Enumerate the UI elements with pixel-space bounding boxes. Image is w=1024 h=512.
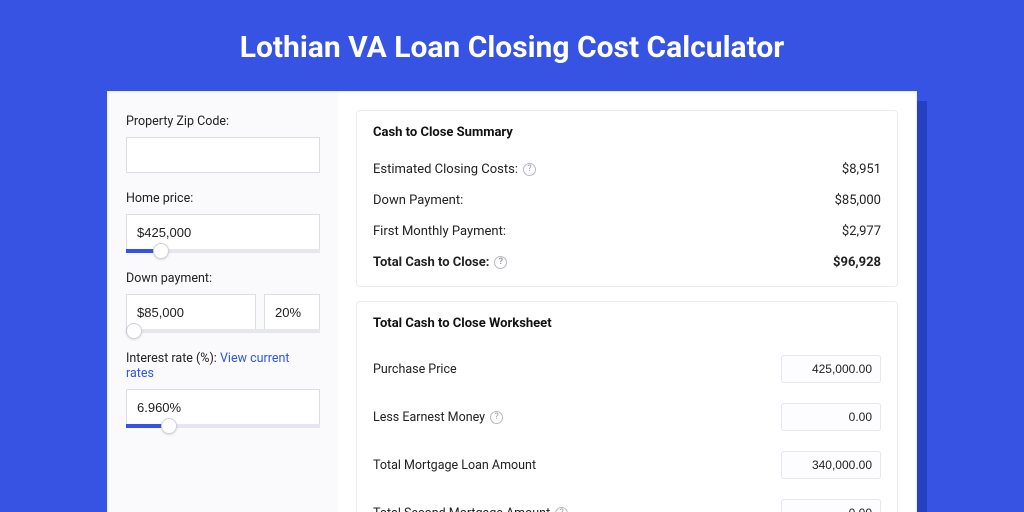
- worksheet-card: Total Cash to Close Worksheet Purchase P…: [356, 301, 898, 512]
- interest-rate-input[interactable]: [126, 389, 320, 425]
- home-price-label: Home price:: [126, 191, 320, 206]
- summary-row-left: Down Payment:: [373, 193, 463, 208]
- worksheet-rows: Purchase Price Less Earnest Money? Total M…: [373, 345, 881, 512]
- worksheet-row: Total Mortgage Loan Amount: [373, 441, 881, 489]
- worksheet-row-label: Total Mortgage Loan Amount: [373, 458, 536, 473]
- summary-title: Cash to Close Summary: [373, 125, 881, 140]
- interest-rate-label-text: Interest rate (%):: [126, 351, 217, 366]
- slider-thumb[interactable]: [126, 323, 142, 339]
- summary-row-value: $85,000: [835, 193, 881, 208]
- worksheet-row-label: Purchase Price: [373, 362, 457, 377]
- summary-row: Down Payment: $85,000: [373, 185, 881, 216]
- calculator-panel-wrap: Property Zip Code: Home price: Down paym…: [107, 91, 917, 512]
- worksheet-value-input[interactable]: [781, 355, 881, 383]
- worksheet-row-left: Less Earnest Money?: [373, 410, 503, 425]
- field-home-price: Home price:: [126, 191, 320, 253]
- worksheet-row-label: Less Earnest Money: [373, 410, 485, 425]
- summary-row: Total Cash to Close:? $96,928: [373, 247, 881, 278]
- worksheet-value-input[interactable]: [781, 499, 881, 512]
- summary-row-left: First Monthly Payment:: [373, 224, 506, 239]
- slider-track: [126, 424, 320, 428]
- worksheet-title: Total Cash to Close Worksheet: [373, 316, 881, 331]
- summary-row-left: Total Cash to Close:?: [373, 255, 507, 270]
- calculator-panel: Property Zip Code: Home price: Down paym…: [107, 91, 917, 512]
- slider-thumb[interactable]: [153, 243, 169, 259]
- field-down-payment: Down payment:: [126, 271, 320, 333]
- worksheet-row: Less Earnest Money?: [373, 393, 881, 441]
- summary-row-label: Total Cash to Close:: [373, 255, 489, 270]
- summary-row-label: Estimated Closing Costs:: [373, 162, 518, 177]
- results-main: Cash to Close Summary Estimated Closing …: [338, 92, 916, 512]
- down-payment-slider[interactable]: [126, 329, 320, 333]
- slider-thumb[interactable]: [161, 418, 177, 434]
- help-icon[interactable]: ?: [490, 411, 503, 424]
- summary-row-value: $2,977: [842, 224, 881, 239]
- interest-rate-slider[interactable]: [126, 424, 320, 428]
- zip-input[interactable]: [126, 137, 320, 173]
- summary-row-label: First Monthly Payment:: [373, 224, 506, 239]
- summary-row-value: $96,928: [833, 255, 881, 270]
- worksheet-row-left: Purchase Price: [373, 362, 457, 377]
- down-payment-label: Down payment:: [126, 271, 320, 286]
- worksheet-row-left: Total Mortgage Loan Amount: [373, 458, 536, 473]
- worksheet-row-left: Total Second Mortgage Amount?: [373, 506, 568, 512]
- summary-card: Cash to Close Summary Estimated Closing …: [356, 110, 898, 287]
- down-payment-input[interactable]: [126, 294, 256, 330]
- summary-row: First Monthly Payment: $2,977: [373, 216, 881, 247]
- home-price-slider[interactable]: [126, 249, 320, 253]
- field-interest-rate: Interest rate (%): View current rates: [126, 351, 320, 428]
- field-zip: Property Zip Code:: [126, 114, 320, 173]
- summary-rows: Estimated Closing Costs:? $8,951 Down Paym…: [373, 154, 881, 278]
- summary-row-label: Down Payment:: [373, 193, 463, 208]
- help-icon[interactable]: ?: [555, 507, 568, 512]
- help-icon[interactable]: ?: [494, 256, 507, 269]
- worksheet-value-input[interactable]: [781, 451, 881, 479]
- inputs-sidebar: Property Zip Code: Home price: Down paym…: [108, 92, 338, 512]
- worksheet-row: Purchase Price: [373, 345, 881, 393]
- summary-row-value: $8,951: [842, 162, 881, 177]
- worksheet-value-input[interactable]: [781, 403, 881, 431]
- worksheet-row: Total Second Mortgage Amount?: [373, 489, 881, 512]
- worksheet-row-label: Total Second Mortgage Amount: [373, 506, 550, 512]
- page-title: Lothian VA Loan Closing Cost Calculator: [0, 0, 1024, 91]
- summary-row-left: Estimated Closing Costs:?: [373, 162, 536, 177]
- down-payment-pct-input[interactable]: [264, 294, 320, 330]
- slider-track: [126, 329, 320, 333]
- zip-label: Property Zip Code:: [126, 114, 320, 129]
- help-icon[interactable]: ?: [523, 163, 536, 176]
- summary-row: Estimated Closing Costs:? $8,951: [373, 154, 881, 185]
- interest-rate-label: Interest rate (%): View current rates: [126, 351, 320, 381]
